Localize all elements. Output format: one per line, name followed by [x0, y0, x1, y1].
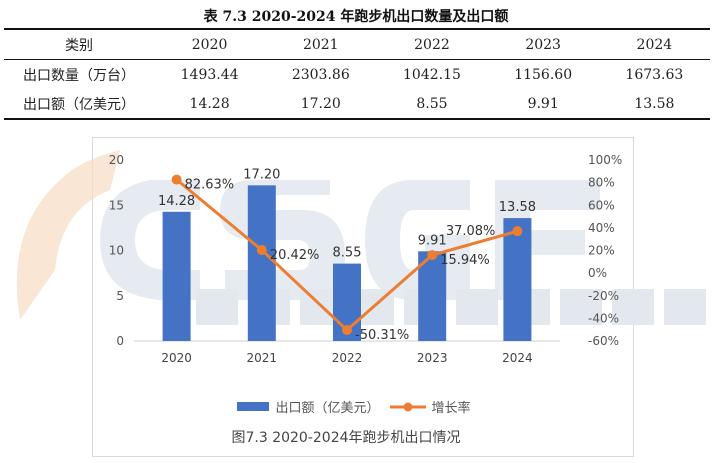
line-data-label: 37.08% — [446, 224, 496, 239]
bar-2023 — [418, 251, 447, 341]
left-axis-tick: 0 — [116, 334, 124, 348]
header-2020: 2020 — [191, 36, 228, 53]
cell: 1042.15 — [403, 66, 461, 83]
bar-2020 — [162, 211, 191, 341]
left-axis-tick: 10 — [109, 244, 124, 258]
line-data-label: 15.94% — [440, 253, 490, 268]
cell: 1673.63 — [625, 66, 684, 83]
legend-bar-label: 出口额（亿美元） — [275, 401, 380, 416]
header-2021: 2021 — [302, 36, 339, 53]
table-row: 出口额（亿美元） 14.28 17.20 8.55 9.91 13.58 — [4, 89, 710, 119]
x-axis-tick: 2023 — [417, 351, 448, 365]
cell: 2303.86 — [291, 66, 350, 83]
left-axis-tick: 15 — [109, 198, 124, 212]
legend: 出口额（亿美元） 增长率 — [0, 397, 710, 416]
header-2023: 2023 — [525, 36, 561, 53]
table-header-row: 类别 2020 2021 2022 2023 2024 — [4, 29, 710, 60]
line-data-label: 82.63% — [185, 178, 235, 193]
right-axis-tick: 0% — [588, 266, 607, 280]
left-axis-tick: 20 — [109, 153, 124, 167]
right-axis-tick: 40% — [588, 221, 615, 235]
growth-point-2023 — [427, 250, 438, 261]
cell: 17.20 — [300, 95, 341, 112]
bar-2021 — [247, 185, 276, 341]
right-axis-tick: 60% — [588, 198, 615, 212]
growth-point-2024 — [512, 226, 523, 237]
right-axis-tick: 20% — [588, 244, 615, 258]
bar-data-label: 14.28 — [158, 194, 195, 209]
table-title: 表 7.3 2020-2024 年跑步机出口数量及出口额 — [203, 9, 509, 25]
growth-point-2020 — [171, 174, 182, 185]
cell: 1493.44 — [180, 66, 239, 83]
legend-line-swatch — [389, 402, 426, 411]
bar-data-label: 13.58 — [499, 200, 536, 215]
x-axis-tick: 2020 — [161, 351, 192, 365]
line-data-label: -50.31% — [355, 328, 409, 343]
row-label: 出口额（亿美元） — [23, 96, 135, 113]
cell: 9.91 — [527, 95, 559, 112]
chart-caption: 图7.3 2020-2024年跑步机出口情况 — [231, 430, 461, 446]
legend-line-label: 增长率 — [431, 401, 471, 416]
header-2022: 2022 — [414, 36, 450, 53]
x-axis-tick: 2022 — [332, 351, 363, 365]
bar-data-label: 17.20 — [243, 167, 280, 182]
cell: 14.28 — [189, 95, 230, 112]
line-data-label: 20.42% — [270, 248, 320, 263]
left-axis-tick: 5 — [116, 289, 124, 303]
right-axis-tick: -60% — [588, 334, 619, 348]
cell: 1156.60 — [514, 66, 573, 83]
table-row: 出口数量（万台） 1493.44 2303.86 1042.15 1156.60… — [4, 60, 710, 90]
export-table: 类别 2020 2021 2022 2023 2024 出口数量（万台） 149… — [4, 28, 710, 120]
cell: 8.55 — [416, 95, 448, 112]
cell: 13.58 — [634, 95, 675, 112]
row-label: 出口数量（万台） — [23, 67, 135, 84]
header-category: 类别 — [65, 37, 93, 54]
right-axis-tick: -40% — [588, 311, 619, 325]
bar-2024 — [503, 218, 532, 341]
legend-item-line: 增长率 — [389, 397, 471, 416]
x-axis-tick: 2024 — [502, 351, 533, 365]
legend-item-bar: 出口额（亿美元） — [237, 397, 380, 416]
bar-data-label: 9.91 — [418, 233, 447, 248]
right-axis-tick: -20% — [588, 289, 619, 303]
growth-point-2021 — [256, 245, 267, 256]
right-axis-tick: 80% — [588, 176, 615, 190]
x-axis-tick: 2021 — [247, 351, 278, 365]
right-axis-tick: 100% — [588, 153, 622, 167]
bar-data-label: 8.55 — [333, 246, 362, 261]
growth-point-2022 — [342, 325, 352, 336]
legend-bar-swatch — [237, 402, 270, 411]
header-2024: 2024 — [636, 36, 673, 53]
